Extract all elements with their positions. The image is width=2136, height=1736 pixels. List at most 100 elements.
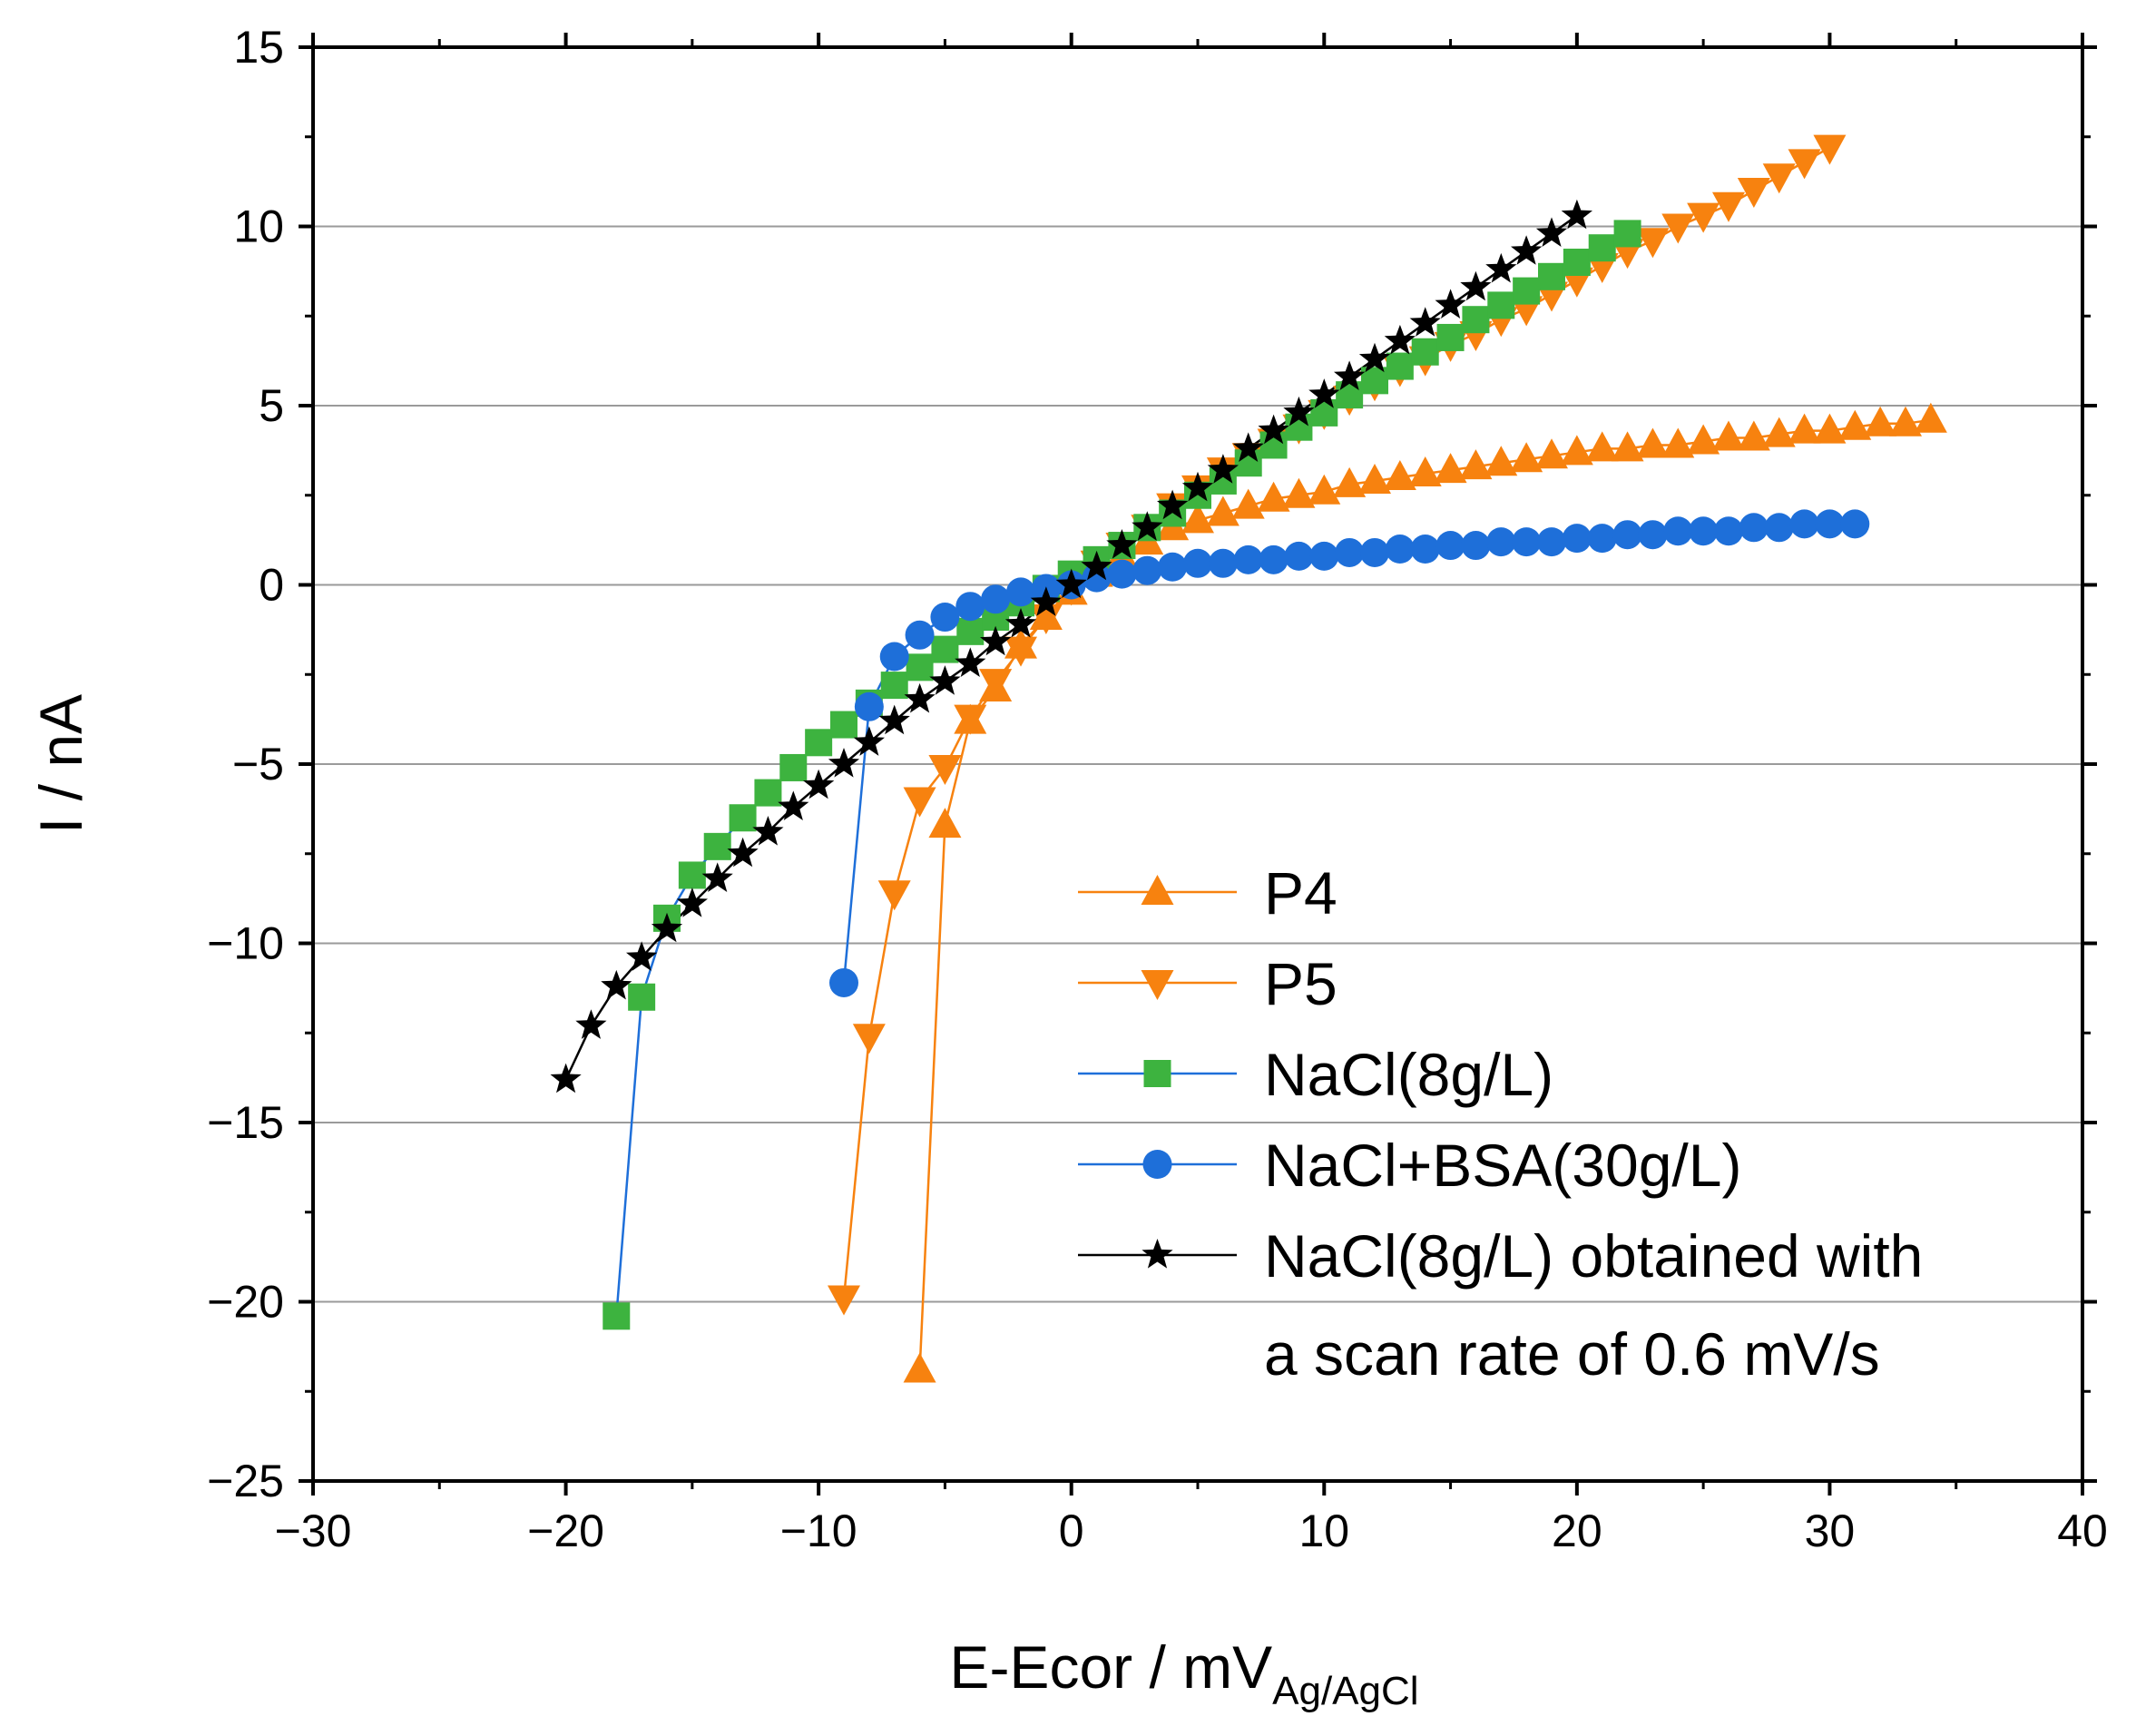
series-4-point (905, 620, 935, 650)
series-1-point (1560, 435, 1593, 466)
series-5-point (701, 862, 733, 892)
series-3-point (830, 711, 857, 739)
series-2-point (1661, 213, 1695, 244)
series-5-point (727, 837, 759, 868)
series-4-point (1335, 537, 1365, 567)
series-5-point (1561, 199, 1592, 230)
x-axis-title-main: E-Ecor / mV (949, 1633, 1272, 1701)
series-2-point (1687, 202, 1720, 233)
series-5-point (1081, 550, 1112, 581)
series-1-point (903, 1352, 936, 1383)
legend-label: NaCl+BSA(30g/L) (1264, 1132, 1741, 1199)
series-2-point (877, 880, 911, 911)
series-1-point (1459, 449, 1493, 480)
series-5-point (1308, 378, 1340, 408)
series-4-point (829, 967, 858, 997)
series-5-point (1409, 307, 1441, 337)
series-4-point (1309, 541, 1339, 571)
series-5-point (828, 748, 860, 778)
series-4-point (1107, 559, 1137, 589)
series-markers (550, 134, 1947, 1383)
series-4-point (1208, 548, 1238, 578)
legend-label: NaCl(8g/L) (1264, 1041, 1553, 1108)
series-5-point (1030, 586, 1062, 616)
x-tick-label: 40 (2057, 1506, 2108, 1556)
series-1-point (1434, 453, 1467, 484)
series-1-point (1535, 438, 1568, 469)
series-1-point (1282, 477, 1316, 508)
series-1-point (1712, 420, 1745, 451)
series-4-point (1183, 548, 1212, 578)
series-4-point (1259, 544, 1288, 574)
series-4-point (1233, 544, 1263, 574)
y-tick-label: 5 (259, 380, 284, 431)
series-4-point (1486, 527, 1516, 557)
series-5-point (1435, 289, 1466, 319)
series-1-point (1788, 413, 1821, 444)
legend-marker (1143, 1060, 1171, 1087)
series-3-point (779, 753, 808, 781)
series-3-point (1436, 323, 1465, 351)
series-5-point (1535, 217, 1568, 247)
series-5-point (904, 682, 936, 713)
series-4-point (1435, 531, 1465, 561)
y-tick-label: 0 (259, 560, 284, 611)
series-5-point (1207, 454, 1239, 484)
series-4-point (1739, 513, 1769, 543)
series-3-point (906, 653, 934, 682)
series-4-point (1410, 535, 1440, 564)
series-4-point (1840, 509, 1870, 539)
x-tick-label: 10 (1298, 1506, 1349, 1556)
y-axis-title: I / nA (27, 694, 94, 834)
series-2-point (1636, 228, 1670, 259)
series-4-point (1663, 516, 1693, 546)
series-1-point (1661, 427, 1695, 458)
x-tick-label: −30 (275, 1506, 352, 1556)
series-1-point (1585, 431, 1619, 462)
series-3-point (1336, 381, 1364, 409)
series-2-point (1762, 163, 1796, 194)
series-5-point (1157, 489, 1189, 520)
series-3-point (956, 617, 985, 645)
series-3-point (1538, 262, 1565, 290)
series-1-point (1510, 442, 1543, 473)
series-4-point (1638, 520, 1668, 550)
series-5-point (1485, 252, 1517, 283)
series-4-point (1132, 555, 1162, 585)
series-4-point (1512, 527, 1542, 557)
series-1-point (1636, 427, 1670, 458)
series-5-point (1460, 270, 1492, 301)
series-2-point (1788, 149, 1821, 180)
series-4-point (879, 642, 909, 672)
series-3-point (678, 861, 706, 889)
series-1-point (1914, 402, 1947, 433)
x-tick-label: 20 (1552, 1506, 1602, 1556)
series-3-point (931, 635, 959, 663)
x-axis-title: E-Ecor / mVAg/AgCl (949, 1633, 1418, 1713)
series-5-point (1181, 471, 1214, 502)
series-3-point (1487, 291, 1515, 319)
series-5-point (626, 941, 658, 971)
series-1-point (1308, 474, 1341, 505)
series-4-point (1082, 563, 1112, 593)
x-tick-label: 30 (1805, 1506, 1856, 1556)
series-2-point (979, 669, 1013, 700)
series-2-point (954, 704, 987, 735)
series-2-point (1737, 178, 1770, 208)
series-5-point (1283, 396, 1315, 427)
series-4-point (1537, 527, 1566, 557)
series-5-point (1384, 324, 1416, 355)
series-4-point (1612, 520, 1642, 550)
series-4-point (1284, 541, 1314, 571)
series-1-point (1838, 409, 1872, 440)
series-4-point (1006, 577, 1035, 607)
legend-label: P5 (1264, 950, 1337, 1017)
series-5-point (601, 969, 632, 1000)
series-1-point (1687, 424, 1720, 455)
legend-marker (1142, 1150, 1172, 1179)
y-tick-label: 15 (233, 22, 284, 73)
plot-frame (311, 45, 2084, 1483)
series-5-point (1004, 608, 1037, 638)
series-4-point (854, 691, 884, 721)
